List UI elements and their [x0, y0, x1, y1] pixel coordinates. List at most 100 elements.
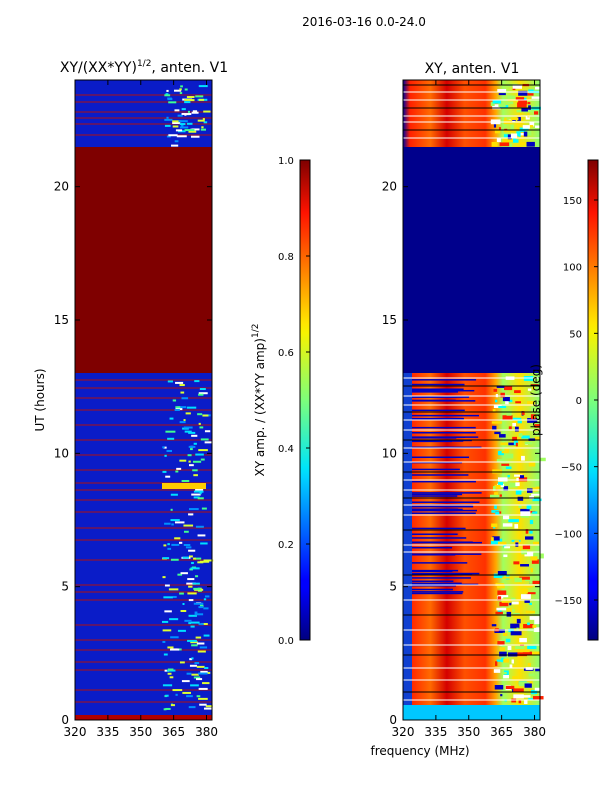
- phase-speckle: [531, 487, 539, 492]
- phase-speckle: [512, 417, 522, 420]
- speckle: [162, 629, 172, 632]
- phase-speckle: [491, 421, 502, 424]
- colorbar-tick-label: 150: [563, 196, 582, 207]
- phase-speckle: [524, 683, 532, 688]
- phase-speckle: [498, 405, 507, 408]
- phase-speckle: [516, 652, 528, 657]
- speckle: [192, 128, 200, 131]
- x-tick-label: 380: [195, 725, 218, 739]
- phase-speckle: [531, 559, 539, 564]
- phase-speckle: [530, 556, 538, 561]
- speckle: [190, 625, 195, 628]
- speckle: [193, 557, 196, 560]
- phase-speckle: [524, 441, 533, 445]
- phase-speckle: [508, 519, 519, 523]
- amplitude-colorbar: 1.0 0.8 0.6 0.4 0.2 0.0 XY amp. / (XX*YY amp)…: [251, 156, 311, 647]
- phase-speckle: [511, 659, 514, 664]
- phase-speckle: [497, 641, 505, 646]
- phase-speckle: [507, 645, 512, 651]
- phase-speckle: [502, 396, 510, 402]
- phase-speckle: [494, 685, 504, 690]
- speckle: [202, 682, 210, 685]
- speckle: [198, 98, 205, 101]
- phase-speckle: [522, 651, 533, 655]
- speckle: [170, 636, 179, 639]
- speckle: [174, 537, 181, 540]
- phase-speckle: [521, 649, 530, 653]
- phase-speckle: [528, 89, 534, 93]
- phase-speckle: [412, 409, 465, 412]
- phase-speckle: [530, 414, 536, 420]
- phase-speckle: [523, 624, 534, 629]
- phase-speckle: [412, 592, 463, 595]
- phase-speckle: [503, 544, 507, 548]
- phase-speckle: [532, 511, 538, 514]
- speckle: [197, 119, 205, 122]
- phase-speckle: [518, 681, 530, 687]
- speckle: [179, 541, 183, 544]
- phase-speckle: [524, 600, 530, 603]
- phase-speckle: [507, 101, 514, 105]
- amplitude-xaxis: 320 335 350 365 380: [64, 80, 218, 739]
- speckle: [167, 380, 173, 383]
- phase-speckle: [502, 576, 513, 579]
- y-tick-label: 15: [54, 313, 69, 327]
- phase-speckle: [528, 698, 536, 701]
- phase-speckle: [515, 401, 521, 404]
- colorbar-tick-label: 0.2: [278, 540, 294, 551]
- speckle: [188, 599, 194, 602]
- phase-speckle: [504, 385, 513, 391]
- phase-speckle: [497, 477, 508, 482]
- x-tick-label: 320: [392, 725, 415, 739]
- speckle: [195, 525, 204, 528]
- phase-speckle: [492, 469, 503, 474]
- phase-speckle: [501, 451, 509, 454]
- speckle: [191, 434, 198, 437]
- speckle: [165, 694, 169, 697]
- speckle: [170, 704, 175, 707]
- phase-speckle: [510, 623, 520, 629]
- speckle: [200, 542, 208, 545]
- speckle: [177, 406, 187, 409]
- phase-speckle: [503, 658, 509, 663]
- phase-speckle: [522, 107, 534, 113]
- phase-flag-lines: [403, 84, 540, 701]
- phase-speckle: [530, 651, 541, 655]
- speckle: [193, 496, 200, 499]
- phase-speckle: [518, 99, 528, 105]
- speckle: [169, 417, 174, 420]
- phase-speckle: [530, 568, 533, 573]
- phase-speckle: [500, 392, 505, 398]
- phase-speckle: [527, 93, 534, 96]
- speckle: [198, 85, 208, 88]
- speckle: [181, 108, 186, 111]
- phase-xaxis: 320 335 350 365 380: [392, 80, 546, 739]
- speckle: [175, 470, 179, 473]
- phase-speckle: [526, 141, 535, 147]
- phase-speckle: [412, 562, 468, 564]
- phase-speckle: [514, 390, 521, 394]
- phase-speckle: [527, 488, 533, 493]
- speckle: [203, 634, 210, 637]
- speckle: [189, 664, 198, 667]
- phase-speckle: [412, 446, 482, 449]
- speckle: [164, 669, 169, 672]
- speckle: [188, 445, 196, 448]
- phase-speckle: [412, 501, 480, 503]
- colorbar-tick-label: 1.0: [278, 156, 294, 167]
- phase-speckle: [520, 594, 531, 599]
- speckle: [174, 109, 180, 112]
- speckle: [195, 575, 199, 578]
- phase-speckle: [494, 661, 498, 666]
- speckle: [202, 118, 205, 121]
- speckle: [193, 474, 198, 477]
- phase-speckle: [525, 667, 533, 670]
- speckle: [193, 442, 197, 445]
- speckle: [167, 668, 174, 671]
- phase-speckle: [515, 645, 525, 649]
- phase-frame: [402, 79, 541, 721]
- speckle: [173, 89, 182, 92]
- speckle: [188, 508, 199, 511]
- phase-speckle: [494, 431, 501, 435]
